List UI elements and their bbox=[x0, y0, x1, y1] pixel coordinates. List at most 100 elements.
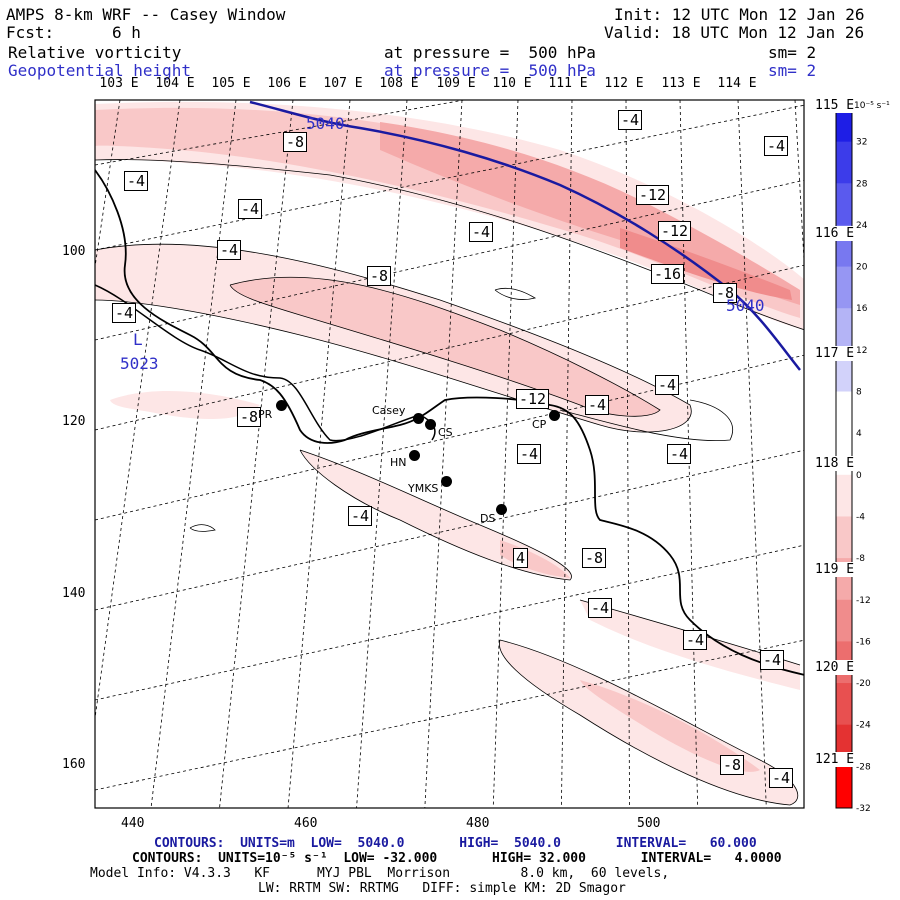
footer-physics: LW: RRTM SW: RRTMG DIFF: simple KM: 2D S… bbox=[258, 881, 626, 896]
y-tick-100: 100 bbox=[62, 244, 86, 259]
station-label: CP bbox=[532, 418, 547, 431]
footer-vort-contours: CONTOURS: UNITS=10⁻⁵ s⁻¹ LOW= -32.000 HI… bbox=[132, 851, 782, 866]
colorbar-label: -16 bbox=[856, 637, 871, 647]
colorbar-label: -8 bbox=[856, 554, 865, 564]
vorticity-contour-label: -8 bbox=[713, 283, 738, 303]
station-marker bbox=[425, 419, 436, 430]
colorbar-label: -20 bbox=[856, 679, 871, 689]
colorbar-swatch bbox=[836, 141, 852, 184]
colorbar-label: 24 bbox=[856, 221, 868, 231]
colorbar-swatch bbox=[836, 266, 852, 309]
field2-smoothing: sm= 2 bbox=[768, 61, 817, 80]
vorticity-contour-label: -12 bbox=[516, 389, 550, 409]
colorbar-label: -4 bbox=[856, 512, 865, 522]
colorbar-label: 16 bbox=[856, 304, 868, 314]
station-marker bbox=[549, 410, 560, 421]
vort-band-top-max bbox=[620, 228, 792, 300]
latitude-label: 117 E bbox=[814, 346, 856, 361]
colorbar-labels: 10⁻⁵ s⁻¹ 32 28 24 20 16 12 8 4 0 -4 -8 -12 -16 -20 -24 -… bbox=[854, 101, 890, 814]
low-center-value: 5023 bbox=[120, 354, 159, 373]
vorticity-contour-label: -4 bbox=[588, 598, 613, 618]
station-label: HN bbox=[390, 456, 407, 469]
init-time: Init: 12 UTC Mon 12 Jan 26 bbox=[614, 5, 865, 24]
colorbar-label: 0 bbox=[856, 471, 862, 481]
latitude-label: 116 E bbox=[814, 226, 856, 241]
vorticity-contour-label: -4 bbox=[238, 199, 263, 219]
longitude-label: 104 E bbox=[155, 76, 195, 91]
vorticity-contour-label: -4 bbox=[217, 240, 242, 260]
vorticity-contour-label: -4 bbox=[618, 110, 643, 130]
vort-band-bottom-inner bbox=[580, 680, 760, 772]
longitude-label: 108 E bbox=[379, 76, 419, 91]
colorbar-label: 8 bbox=[856, 388, 862, 398]
field1-smoothing: sm= 2 bbox=[768, 43, 817, 62]
longitude-label: 109 E bbox=[436, 76, 476, 91]
station-marker bbox=[409, 450, 420, 461]
height-label-5040-b: 5040 bbox=[726, 296, 765, 315]
station-label: CS bbox=[438, 426, 453, 439]
colorbar-swatch bbox=[836, 683, 852, 726]
latitude-label: 120 E bbox=[814, 660, 856, 675]
colorbar-swatch bbox=[836, 391, 852, 434]
longitude-label: 110 E bbox=[492, 76, 532, 91]
longitude-label: 111 E bbox=[548, 76, 588, 91]
colorbar-label: 4 bbox=[856, 429, 862, 439]
vorticity-contour-label: -4 bbox=[683, 630, 708, 650]
longitude-label: 103 E bbox=[99, 76, 139, 91]
forecast-hour: Fcst: 6 h bbox=[6, 23, 141, 42]
station-label: DS bbox=[480, 512, 496, 525]
height-label-5040-a: 5040 bbox=[306, 114, 345, 133]
vorticity-contour-label: -8 bbox=[367, 266, 392, 286]
x-tick-500: 500 bbox=[637, 816, 661, 831]
field1-level: at pressure = 500 hPa bbox=[384, 43, 596, 62]
footer-model-info: Model Info: V4.3.3 KF MYJ PBL Morrison 8… bbox=[90, 866, 670, 881]
vorticity-contour-label: -4 bbox=[469, 222, 494, 242]
longitude-label: 106 E bbox=[267, 76, 307, 91]
latitude-label: 115 E bbox=[814, 98, 856, 113]
colorbar-label: 12 bbox=[856, 346, 867, 356]
vorticity-contour-label: -8 bbox=[720, 755, 745, 775]
vort-band-lower-left bbox=[110, 390, 260, 420]
y-tick-120: 120 bbox=[62, 414, 86, 429]
longitude-label: 107 E bbox=[323, 76, 363, 91]
vorticity-contour-label: -4 bbox=[667, 444, 692, 464]
lonlat-grid bbox=[95, 100, 804, 808]
colorbar-label: -24 bbox=[856, 721, 871, 731]
vorticity-contour-label: -16 bbox=[651, 264, 685, 284]
vorticity-contour-label: -4 bbox=[585, 395, 610, 415]
colorbar-label: -28 bbox=[856, 762, 871, 772]
vorticity-contour-label: -4 bbox=[760, 650, 785, 670]
colorbar-label: 20 bbox=[856, 263, 868, 273]
vorticity-contour-label: -4 bbox=[348, 506, 373, 526]
vorticity-contour-label: 4 bbox=[513, 548, 529, 568]
vorticity-contour-label: -4 bbox=[112, 303, 137, 323]
vorticity-contour-label: -4 bbox=[769, 768, 794, 788]
station-label: PR bbox=[258, 408, 273, 421]
colorbar-label: -32 bbox=[856, 804, 871, 814]
vorticity-contour-label: -8 bbox=[237, 407, 262, 427]
station-marker bbox=[496, 504, 507, 515]
plot-frame bbox=[94, 99, 805, 809]
latitude-label: 118 E bbox=[814, 456, 856, 471]
low-center-letter: L bbox=[133, 330, 143, 349]
vorticity-contour-label: -8 bbox=[283, 132, 308, 152]
field2-level: at pressure = 500 hPa bbox=[384, 61, 596, 80]
vorticity-contour-label: -12 bbox=[636, 185, 670, 205]
latitude-label: 119 E bbox=[814, 562, 856, 577]
vort-band-top-mid bbox=[95, 107, 800, 318]
colorbar-swatch bbox=[836, 308, 852, 351]
longitude-label: 112 E bbox=[604, 76, 644, 91]
coastline bbox=[95, 169, 804, 676]
vorticity-contour-label: -12 bbox=[658, 221, 692, 241]
colorbar bbox=[835, 99, 853, 809]
map-title: AMPS 8-km WRF -- Casey Window bbox=[6, 5, 286, 24]
x-tick-440: 440 bbox=[121, 816, 145, 831]
field2-name: Geopotential height bbox=[8, 61, 192, 80]
vorticity-contour-label: -4 bbox=[655, 375, 680, 395]
colorbar-swatch bbox=[836, 599, 852, 642]
colorbar-swatch bbox=[836, 474, 852, 517]
colorbar-label: -12 bbox=[856, 596, 871, 606]
x-tick-460: 460 bbox=[294, 816, 318, 831]
longitude-label: 113 E bbox=[661, 76, 701, 91]
